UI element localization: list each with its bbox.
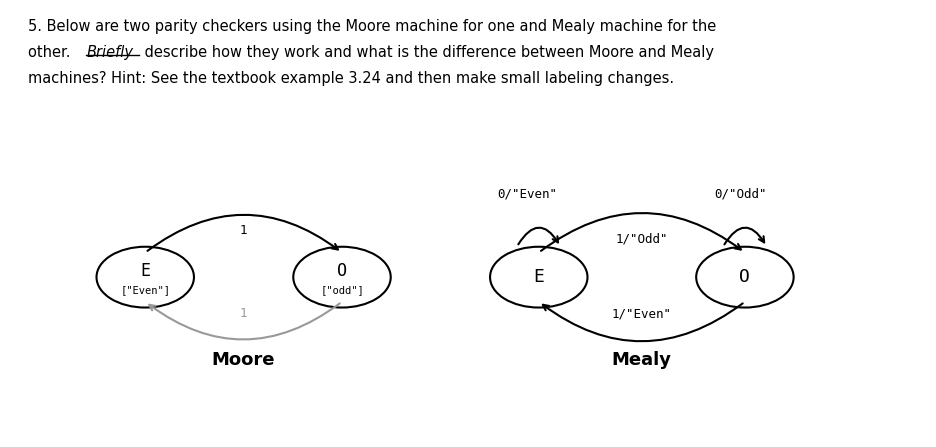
Text: E: E	[533, 268, 544, 286]
Text: Briefly: Briefly	[86, 45, 133, 60]
Text: ["odd"]: ["odd"]	[320, 286, 363, 295]
Text: 1/"Even": 1/"Even"	[611, 307, 671, 320]
Text: Mealy: Mealy	[611, 351, 671, 369]
Text: 1/"Odd": 1/"Odd"	[615, 232, 667, 246]
Text: 0/"Odd": 0/"Odd"	[713, 188, 766, 201]
Text: 5. Below are two parity checkers using the Moore machine for one and Mealy machi: 5. Below are two parity checkers using t…	[28, 19, 716, 34]
Text: 1: 1	[240, 307, 247, 320]
Text: ["Even"]: ["Even"]	[120, 286, 170, 295]
Text: O: O	[739, 268, 750, 286]
Text: other.: other.	[28, 45, 80, 60]
Text: Moore: Moore	[212, 351, 275, 369]
Text: E: E	[140, 262, 150, 280]
Text: machines? Hint: See the textbook example 3.24 and then make small labeling chang: machines? Hint: See the textbook example…	[28, 71, 674, 86]
Text: O: O	[337, 262, 346, 280]
Text: 1: 1	[240, 224, 247, 237]
Text: 0/"Even": 0/"Even"	[497, 188, 557, 201]
Text: describe how they work and what is the difference between Moore and Mealy: describe how they work and what is the d…	[139, 45, 713, 60]
